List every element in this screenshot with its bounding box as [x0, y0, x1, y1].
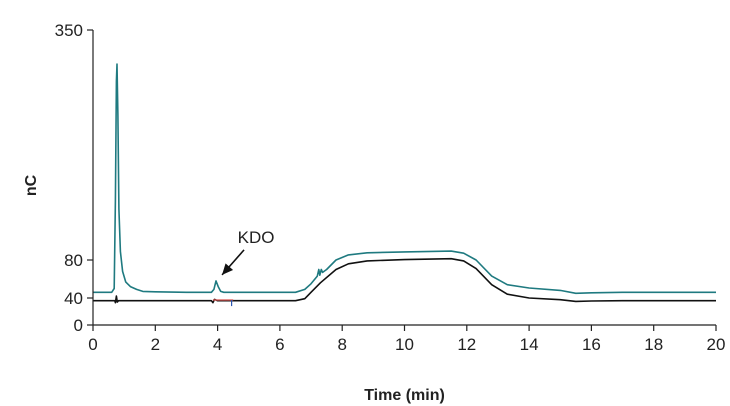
x-tick-label: 20 [707, 335, 726, 354]
annotations: KDO [221, 228, 275, 276]
x-tick-label: 16 [582, 335, 601, 354]
x-tick-label: 0 [88, 335, 97, 354]
x-tick-label: 18 [644, 335, 663, 354]
annotation-label: KDO [238, 228, 275, 247]
y-tick-label: 40 [64, 289, 83, 308]
y-tick-label: 0 [74, 316, 83, 335]
y-tick-label: 80 [64, 251, 83, 270]
x-tick-label: 12 [457, 335, 476, 354]
x-tick-label: 10 [395, 335, 414, 354]
x-tick-label: 8 [337, 335, 346, 354]
x-axis-title: Time (min) [364, 387, 445, 404]
plot-marks [93, 63, 716, 307]
series-line-1 [93, 63, 716, 295]
series-line-2 [93, 257, 716, 304]
x-tick-label: 14 [520, 335, 539, 354]
x-axis-ticks: 0 2 4 6 8 10 12 14 16 18 20 [88, 325, 725, 354]
x-tick-label: 4 [213, 335, 222, 354]
x-tick-label: 6 [275, 335, 284, 354]
y-tick-label: 350 [55, 21, 83, 40]
annotation-arrowhead [222, 263, 234, 275]
y-axis-title: nC [23, 174, 40, 196]
y-axis-ticks: 0 40 80 350 [55, 21, 93, 335]
x-tick-label: 2 [151, 335, 160, 354]
